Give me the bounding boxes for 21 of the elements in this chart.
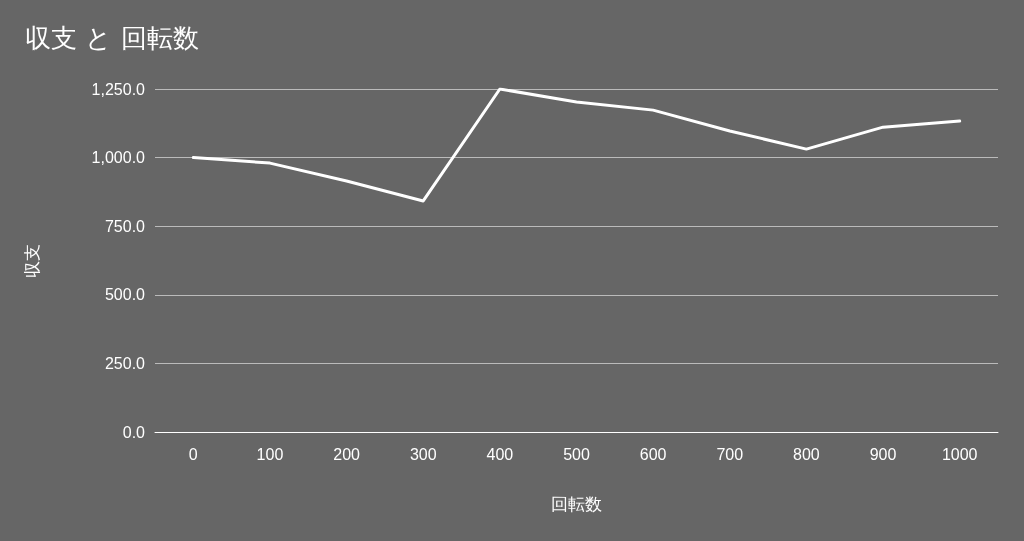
y-tick-label: 500.0 [104, 286, 146, 304]
y-tick-label: 0.0 [122, 423, 146, 441]
x-tick-label: 500 [563, 445, 590, 463]
x-tick-label: 1000 [941, 445, 978, 463]
chart-title: 収支 と 回転数 [25, 23, 199, 53]
line-series [191, 87, 962, 203]
y-tick-label: 1,250.0 [91, 80, 146, 98]
x-axis-title: 回転数 [551, 493, 602, 514]
y-tick-label: 250.0 [104, 354, 146, 372]
y-tick-label: 750.0 [104, 217, 146, 235]
x-tick-label: 900 [869, 445, 897, 463]
x-tick-label: 400 [486, 445, 514, 463]
y-axis-title: 収支 [21, 243, 42, 278]
x-tick-label: 200 [333, 445, 361, 463]
x-tick-label: 0 [188, 445, 198, 463]
x-tick-label: 700 [716, 445, 744, 463]
x-tick-label: 800 [793, 445, 820, 463]
x-tick-label: 100 [256, 445, 284, 463]
x-tick-label: 600 [639, 445, 667, 463]
y-tick-label: 1,000.0 [91, 149, 146, 167]
x-tick-label: 300 [409, 445, 437, 463]
